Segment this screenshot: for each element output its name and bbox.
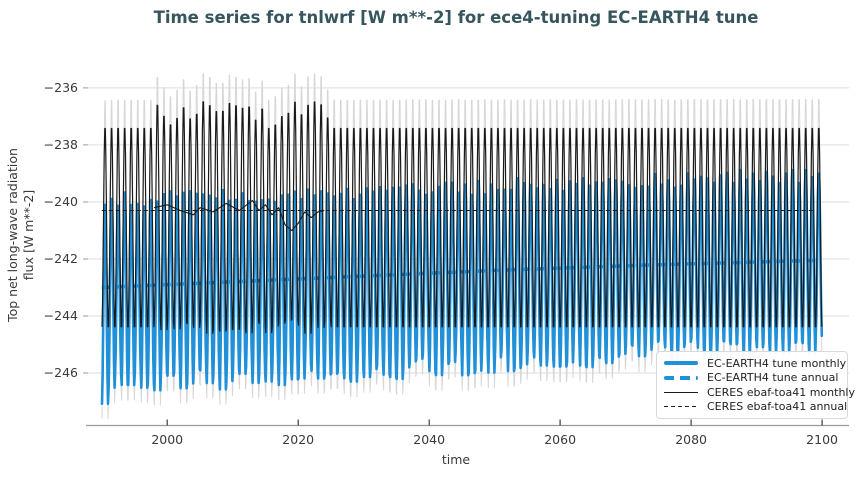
x-tick-label: 2040 <box>413 432 446 447</box>
y-tick-label: −238 <box>43 136 78 152</box>
series-ceres-ebaf-toa41-monthly <box>101 101 823 334</box>
y-tick-label: −244 <box>43 308 78 323</box>
legend-line-sample <box>664 361 698 366</box>
x-tick-label: 2060 <box>544 432 577 447</box>
y-tick-label: −240 <box>43 193 78 209</box>
series-ec-earth4-tune-annual <box>101 258 816 290</box>
legend-line-sample <box>664 391 698 393</box>
x-axis-label: time <box>441 452 471 467</box>
legend: EC-EARTH4 tune monthly EC-EARTH4 tune ann… <box>656 351 855 419</box>
y-tick-label: −236 <box>43 79 78 95</box>
legend-line-sample <box>664 375 698 380</box>
legend-item-label: CERES ebaf-toa41 monthly <box>707 385 855 399</box>
y-tick-label: −242 <box>43 250 78 266</box>
legend-item: EC-EARTH4 tune monthly <box>664 356 846 371</box>
legend-item-label: CERES ebaf-toa41 annual <box>707 400 848 414</box>
chart-title: Time series for tnlwrf [W m**-2] for ece… <box>153 8 759 27</box>
legend-item: CERES ebaf-toa41 monthly <box>664 385 855 400</box>
x-tick-label: 2080 <box>675 432 708 447</box>
x-tick-label: 2020 <box>282 432 315 447</box>
legend-line-sample <box>664 406 698 408</box>
legend-item-label: EC-EARTH4 tune annual <box>707 371 839 385</box>
legend-item-label: EC-EARTH4 tune monthly <box>707 356 847 370</box>
x-tick-label: 2100 <box>806 432 838 447</box>
series-ceres-ebaf-toa41-annual-observed <box>153 199 325 232</box>
x-tick-label: 2000 <box>151 432 184 447</box>
y-tick-label: −246 <box>43 365 78 381</box>
legend-item: EC-EARTH4 tune annual <box>664 371 841 386</box>
legend-item: CERES ebaf-toa41 annual <box>664 400 847 415</box>
